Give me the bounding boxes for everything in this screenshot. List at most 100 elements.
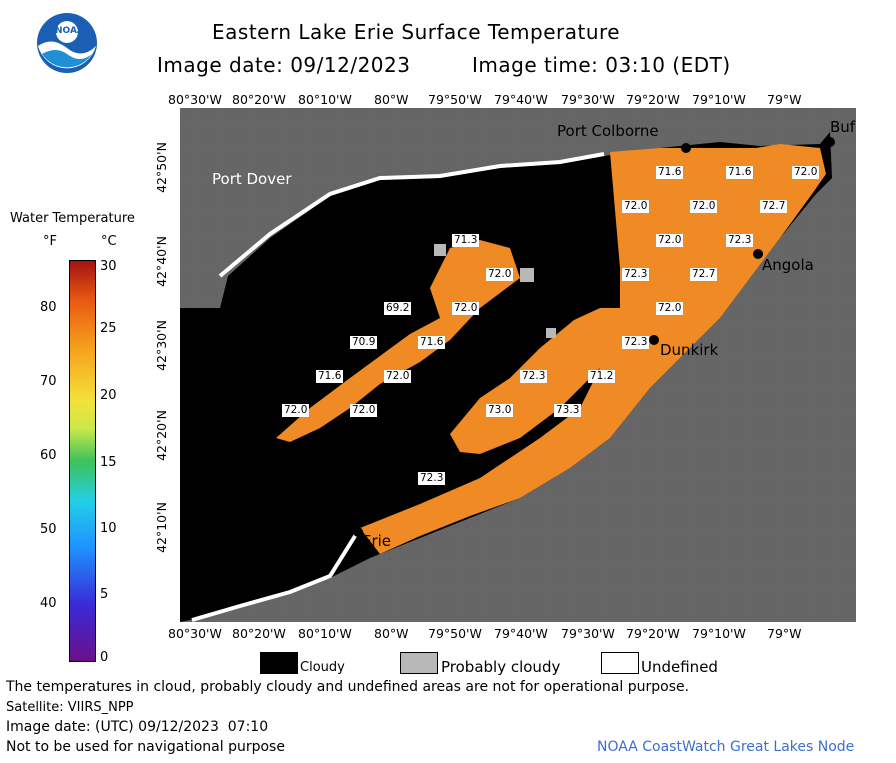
city-marker-dunkirk — [649, 335, 659, 345]
c-tick: 15 — [100, 455, 117, 470]
f-tick: 60 — [40, 448, 57, 463]
map-panel: Port Colborne Buf Port Dover Angola Dunk… — [180, 108, 856, 622]
temp-label: 71.6 — [316, 370, 344, 383]
legend-swatch-cloudy — [260, 652, 298, 674]
image-date: Image date: 09/12/2023 — [157, 53, 411, 77]
lon-tick: 79°40'W — [494, 92, 548, 107]
probably-cloudy-patch — [434, 244, 446, 256]
city-marker-erie — [353, 527, 363, 537]
lon-tick: 80°W — [374, 92, 409, 107]
temp-label: 72.7 — [690, 268, 718, 281]
image-time: Image time: 03:10 (EDT) — [472, 53, 731, 77]
lon-tick: 79°30'W — [561, 92, 615, 107]
temp-label: 73.0 — [486, 404, 514, 417]
lon-tick: 79°W — [767, 92, 802, 107]
place-label-port-dover: Port Dover — [212, 170, 292, 188]
logo-text: NOAA — [55, 26, 84, 36]
probably-cloudy-patch — [520, 268, 534, 282]
temp-label: 72.0 — [350, 404, 378, 417]
lat-tick: 42°30'N — [153, 320, 169, 371]
c-tick: 20 — [100, 388, 117, 403]
temp-label: 72.3 — [726, 234, 754, 247]
temp-label: 73.3 — [554, 404, 582, 417]
lon-tick: 80°30'W — [168, 92, 222, 107]
c-tick: 5 — [100, 587, 109, 602]
map-svg — [180, 108, 856, 622]
temp-label: 71.6 — [726, 166, 754, 179]
temp-label: 72.3 — [622, 336, 650, 349]
lon-tick: 80°20'W — [232, 626, 286, 641]
unit-fahrenheit: °F — [43, 234, 57, 249]
city-marker-port-colborne — [681, 143, 691, 153]
legend-label-probably-cloudy: Probably cloudy — [441, 658, 561, 676]
temp-label: 70.9 — [350, 336, 378, 349]
footer-nav-warning: Not to be used for navigational purpose — [6, 739, 285, 755]
temp-label: 72.0 — [656, 302, 684, 315]
lon-tick: 79°50'W — [428, 626, 482, 641]
lat-tick: 42°40'N — [153, 236, 169, 287]
lon-tick: 80°20'W — [232, 92, 286, 107]
temp-label: 71.6 — [418, 336, 446, 349]
lon-tick: 79°10'W — [692, 626, 746, 641]
f-tick: 40 — [40, 596, 57, 611]
lon-tick: 80°30'W — [168, 626, 222, 641]
temp-label: 72.0 — [656, 234, 684, 247]
place-label-buffalo: Buf — [830, 118, 856, 136]
footer-credit: NOAA CoastWatch Great Lakes Node — [597, 739, 855, 755]
legend-label-undefined: Undefined — [641, 658, 718, 676]
temp-label: 71.3 — [452, 234, 480, 247]
undefined-shoreline — [191, 152, 605, 622]
lon-tick: 79°10'W — [692, 92, 746, 107]
temp-label: 72.0 — [486, 268, 514, 281]
legend-label-cloudy: Cloudy — [300, 660, 345, 675]
probably-cloudy-patch — [546, 328, 556, 338]
place-label-dunkirk: Dunkirk — [660, 341, 719, 359]
lon-tick: 79°40'W — [494, 626, 548, 641]
temp-label: 72.3 — [622, 268, 650, 281]
place-label-port-colborne: Port Colborne — [557, 122, 659, 140]
lon-tick: 79°20'W — [626, 92, 680, 107]
place-label-erie: Erie — [362, 532, 392, 550]
lat-tick: 42°50'N — [153, 142, 169, 193]
lon-tick: 79°20'W — [626, 626, 680, 641]
c-tick: 25 — [100, 321, 117, 336]
legend-swatch-probably-cloudy — [400, 652, 438, 674]
lon-tick: 80°10'W — [298, 92, 352, 107]
page-title: Eastern Lake Erie Surface Temperature — [212, 20, 621, 44]
legend-swatch-undefined — [601, 652, 639, 674]
temp-label: 72.0 — [452, 302, 480, 315]
temp-label: 72.3 — [520, 370, 548, 383]
lon-tick: 79°W — [767, 626, 802, 641]
temp-label: 72.0 — [622, 200, 650, 213]
lon-tick: 80°10'W — [298, 626, 352, 641]
c-tick: 0 — [100, 650, 109, 665]
temp-label: 69.2 — [384, 302, 412, 315]
footer-satellite: Satellite: VIIRS_NPP — [6, 700, 134, 715]
place-label-angola: Angola — [762, 256, 814, 274]
c-tick: 10 — [100, 521, 117, 536]
lon-tick: 79°50'W — [428, 92, 482, 107]
temp-label: 72.7 — [760, 200, 788, 213]
f-tick: 80 — [40, 300, 57, 315]
water-temperature-area — [360, 144, 826, 554]
temp-label: 71.6 — [656, 166, 684, 179]
temp-label: 71.2 — [588, 370, 616, 383]
f-tick: 50 — [40, 522, 57, 537]
temp-label: 72.0 — [690, 200, 718, 213]
city-marker-angola — [753, 249, 763, 259]
lon-tick: 80°W — [374, 626, 409, 641]
colorbar-title: Water Temperature — [10, 211, 135, 226]
noaa-logo: NOAA — [36, 12, 98, 74]
temp-label: 72.0 — [282, 404, 310, 417]
temp-label: 72.0 — [792, 166, 820, 179]
city-marker-buffalo — [825, 137, 835, 147]
footer-note: The temperatures in cloud, probably clou… — [6, 679, 690, 695]
footer-utc-date: Image date: (UTC) 09/12/2023 07:10 — [6, 719, 269, 735]
water-temperature-area-west — [276, 240, 520, 442]
temp-label: 72.3 — [418, 472, 446, 485]
c-tick: 30 — [100, 259, 117, 274]
f-tick: 70 — [40, 374, 57, 389]
lat-tick: 42°20'N — [153, 410, 169, 461]
lat-tick: 42°10'N — [153, 502, 169, 553]
lon-tick: 79°30'W — [561, 626, 615, 641]
